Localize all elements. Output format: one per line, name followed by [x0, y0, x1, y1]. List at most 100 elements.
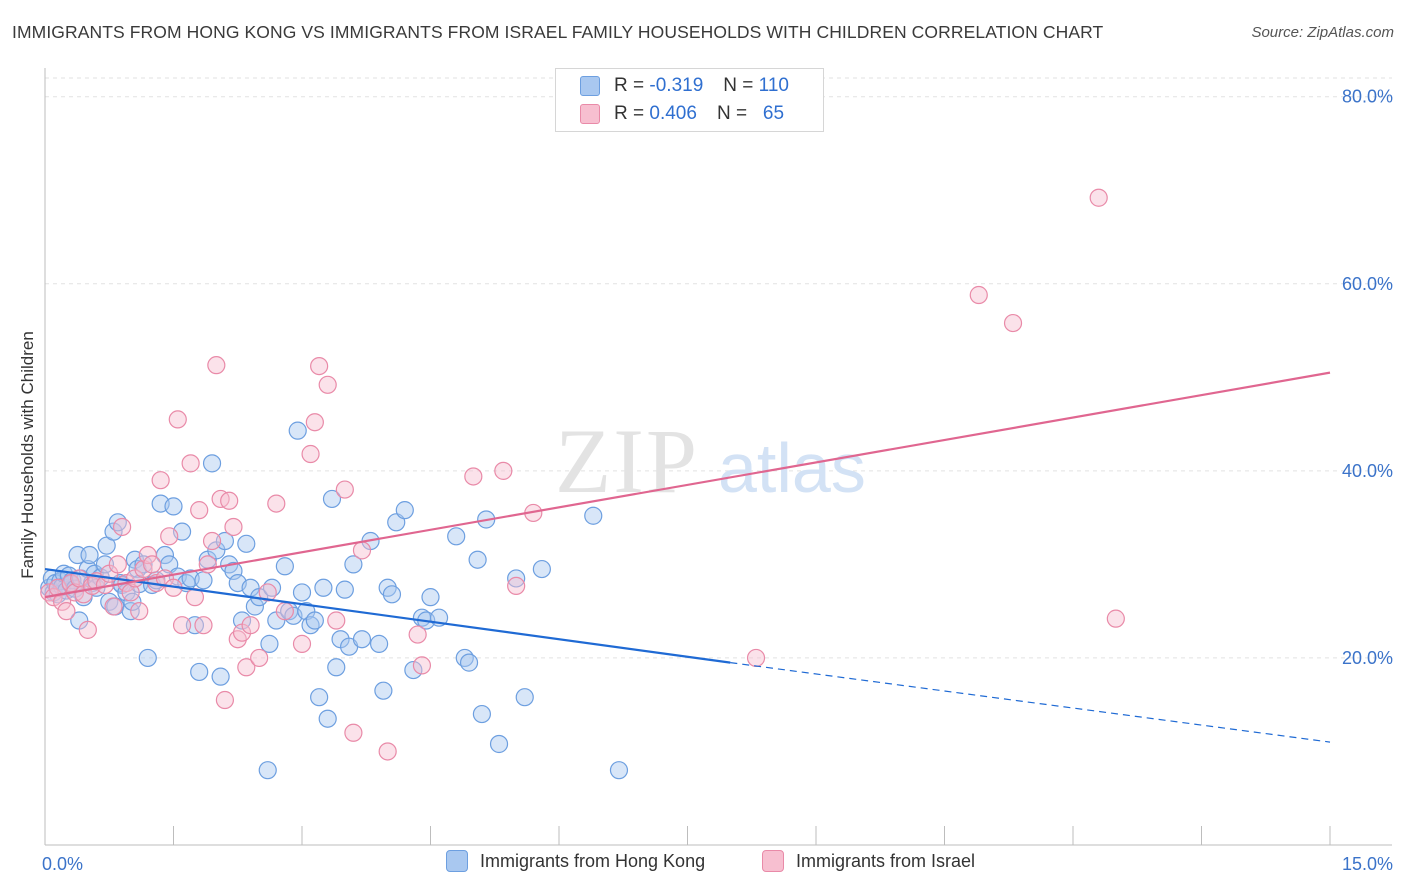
- hong-kong-point: [327, 658, 346, 677]
- israel-point: [134, 559, 153, 579]
- watermark-zip: ZIP: [555, 410, 699, 512]
- hong-kong-point: [104, 522, 123, 541]
- y-tick-label: 20.0%: [1342, 648, 1393, 668]
- hong-kong-point: [532, 559, 551, 579]
- legend-n-value: 65: [762, 103, 785, 124]
- hong-kong-point: [211, 667, 230, 686]
- israel-point: [412, 656, 432, 675]
- israel-point: [464, 467, 483, 486]
- hong-kong-point: [352, 630, 372, 649]
- israel-point: [258, 583, 277, 602]
- series-legend-label: Immigrants from Israel: [796, 850, 976, 871]
- hong-kong-point: [164, 497, 183, 516]
- israel-point: [224, 517, 243, 537]
- hong-kong-trend-line: [44, 567, 731, 664]
- hong-kong-point: [489, 734, 509, 754]
- israel-point: [142, 555, 162, 574]
- hong-kong-point: [447, 527, 466, 546]
- legend-r-value: 0.406: [649, 103, 697, 124]
- legend-row-hong-kong: R = -0.319 N = 110: [580, 73, 789, 99]
- hong-kong-point: [318, 709, 337, 728]
- israel-point: [310, 356, 329, 376]
- israel-point: [275, 602, 294, 621]
- hong-kong-point: [404, 660, 423, 680]
- series-legend-label: Immigrants from Hong Kong: [480, 850, 706, 871]
- hong-kong-point: [258, 761, 277, 780]
- israel-point: [78, 620, 97, 639]
- hong-kong-point: [382, 585, 402, 604]
- israel-point: [250, 648, 269, 668]
- hong-kong-point: [609, 761, 629, 780]
- series-swatch-hong-kong: [446, 850, 468, 872]
- hong-kong-point: [310, 688, 329, 707]
- hong-kong-point: [459, 653, 479, 672]
- tick-labels: 20.0% 40.0% 60.0% 80.0% 0.0% 15.0%: [42, 87, 1393, 874]
- hong-kong-point: [237, 534, 256, 553]
- hong-kong-point: [314, 578, 333, 597]
- series-swatch-israel: [762, 850, 784, 872]
- hong-kong-point: [344, 555, 363, 574]
- y-tick-label: 60.0%: [1342, 274, 1393, 294]
- israel-point: [121, 583, 140, 602]
- israel-point: [352, 541, 372, 560]
- hong-kong-point: [190, 662, 209, 682]
- hong-kong-point: [305, 611, 324, 630]
- israel-point: [57, 602, 76, 621]
- israel-point: [408, 625, 427, 644]
- israel-point: [327, 611, 346, 630]
- chart-title: IMMIGRANTS FROM HONG KONG VS IMMIGRANTS …: [12, 22, 1104, 42]
- israel-point: [207, 356, 226, 375]
- hong-kong-point: [507, 569, 526, 588]
- hong-kong-trend-extension: [730, 662, 1331, 743]
- israel-point: [215, 690, 234, 710]
- data-points: [40, 188, 1125, 780]
- series-legend-israel: Immigrants from Israel: [762, 850, 975, 872]
- israel-point: [301, 444, 320, 464]
- israel-point: [108, 555, 127, 574]
- hong-kong-point: [194, 571, 213, 590]
- israel-point: [172, 616, 192, 635]
- israel-point: [746, 648, 766, 668]
- legend-n-label: N =: [716, 103, 748, 124]
- israel-point: [507, 576, 526, 596]
- israel-point: [220, 491, 239, 510]
- trend-lines: [44, 371, 1331, 743]
- israel-point: [1089, 188, 1108, 207]
- series-legend: Immigrants from Hong Kong Immigrants fro…: [0, 850, 1406, 878]
- x-tick-label: 0.0%: [42, 854, 83, 874]
- israel-point: [237, 658, 256, 677]
- hong-kong-point: [123, 592, 142, 611]
- y-tick-label: 80.0%: [1342, 87, 1393, 107]
- hong-kong-point: [322, 489, 342, 509]
- correlation-legend: R = -0.319 N = 110 R = 0.406 N = 65: [555, 68, 824, 132]
- israel-point: [160, 527, 179, 546]
- israel-point: [104, 597, 123, 616]
- israel-point: [168, 410, 187, 429]
- hong-kong-point: [515, 688, 534, 707]
- israel-point: [181, 454, 200, 473]
- israel-point: [344, 723, 363, 742]
- israel-point: [335, 480, 354, 499]
- israel-point: [267, 494, 286, 513]
- legend-swatch-israel: [580, 104, 600, 124]
- legend-n-value: 110: [758, 75, 789, 96]
- israel-point: [241, 616, 260, 635]
- hong-kong-point: [80, 545, 99, 565]
- axes: [44, 68, 1392, 846]
- series-legend-hong-kong: Immigrants from Hong Kong: [446, 850, 705, 872]
- israel-point: [202, 531, 222, 551]
- israel-point: [378, 742, 397, 761]
- hong-kong-point: [275, 557, 294, 576]
- hong-kong-point: [292, 583, 312, 602]
- israel-point: [112, 517, 132, 537]
- hong-kong-point: [138, 648, 157, 668]
- legend-swatch-hong-kong: [580, 76, 600, 96]
- israel-trend-line: [44, 371, 1331, 599]
- grid-lines: [45, 77, 1392, 659]
- israel-point: [969, 285, 988, 305]
- legend-n-label: N =: [723, 75, 754, 96]
- hong-kong-point: [215, 531, 234, 551]
- hong-kong-point: [202, 454, 222, 473]
- hong-kong-point: [370, 634, 389, 653]
